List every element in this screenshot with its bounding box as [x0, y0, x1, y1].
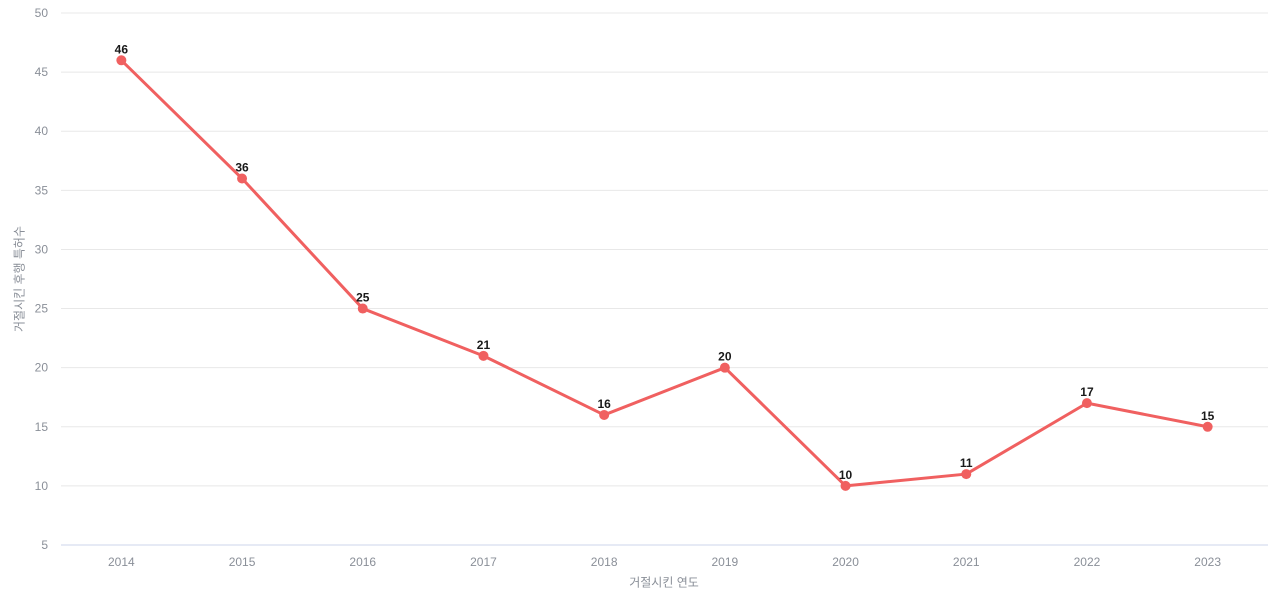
- data-point-marker[interactable]: [961, 469, 972, 480]
- data-point-label: 36: [235, 161, 249, 175]
- data-line: [119, 58, 1210, 488]
- x-tick-label: 2018: [591, 555, 618, 569]
- data-point-marker[interactable]: [357, 303, 368, 314]
- data-point-label: 20: [718, 350, 732, 364]
- x-tick-label: 2021: [953, 555, 980, 569]
- x-tick-label: 2022: [1074, 555, 1101, 569]
- data-point-label: 10: [839, 468, 853, 482]
- data-point-marker[interactable]: [1081, 398, 1092, 409]
- x-tick-label: 2023: [1194, 555, 1221, 569]
- y-tick-label: 25: [35, 302, 49, 316]
- y-tick-label: 35: [35, 183, 49, 197]
- data-point-label: 16: [597, 397, 611, 411]
- x-tick-label: 2015: [229, 555, 256, 569]
- x-tick-label: 2020: [832, 555, 859, 569]
- data-point-label: 46: [115, 42, 129, 56]
- data-point-label: 15: [1201, 409, 1215, 423]
- data-point-label: 25: [356, 291, 370, 305]
- x-tick-label: 2014: [108, 555, 135, 569]
- data-point-marker[interactable]: [840, 480, 851, 491]
- data-point-marker[interactable]: [237, 173, 248, 184]
- y-tick-label: 20: [35, 361, 49, 375]
- data-point-marker[interactable]: [1202, 421, 1213, 432]
- data-point-marker[interactable]: [719, 362, 730, 373]
- y-tick-label: 45: [35, 65, 49, 79]
- y-tick-label: 40: [35, 124, 49, 138]
- data-point-marker[interactable]: [599, 409, 610, 420]
- x-tick-label: 2019: [711, 555, 738, 569]
- data-point-marker[interactable]: [478, 350, 489, 361]
- x-tick-label: 2016: [349, 555, 376, 569]
- y-tick-label: 5: [41, 538, 48, 552]
- data-point-label: 17: [1080, 385, 1094, 399]
- x-tick-label: 2017: [470, 555, 497, 569]
- data-point-label: 11: [960, 456, 973, 470]
- y-tick-label: 30: [35, 242, 49, 256]
- y-tick-label: 10: [35, 479, 49, 493]
- y-tick-label: 15: [35, 420, 49, 434]
- data-point-marker[interactable]: [116, 55, 127, 66]
- data-point-label: 21: [477, 338, 491, 352]
- y-tick-label: 50: [35, 6, 49, 20]
